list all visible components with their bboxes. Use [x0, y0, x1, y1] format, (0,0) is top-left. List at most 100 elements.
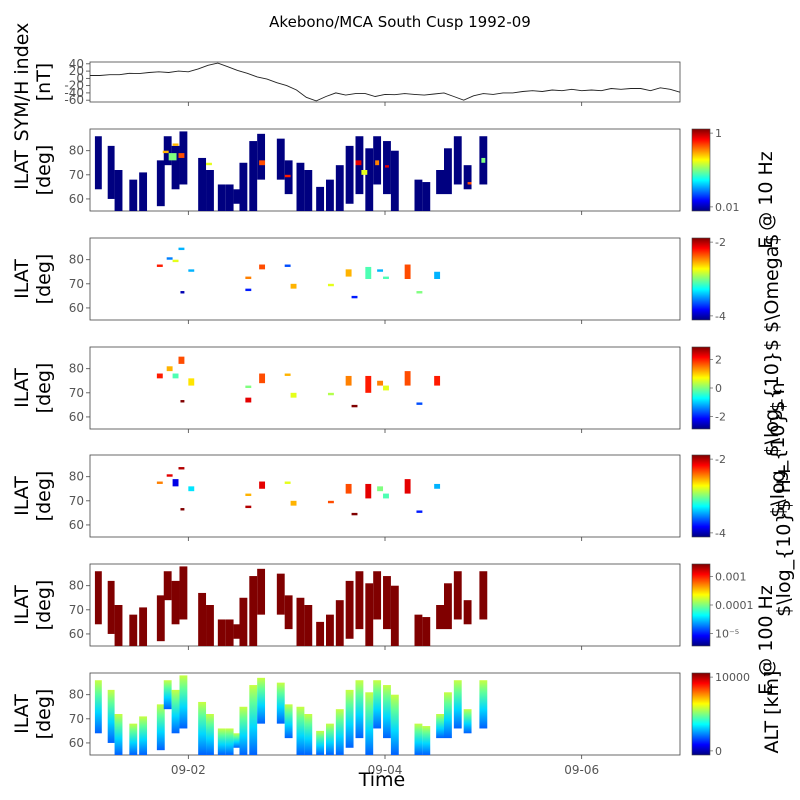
data-bar	[171, 145, 180, 190]
y-axis-label: [deg]	[33, 254, 55, 305]
data-bar	[233, 624, 242, 639]
data-bar	[129, 614, 138, 646]
data-bar	[326, 179, 334, 211]
data-bar	[365, 692, 374, 755]
data-bar	[304, 714, 313, 755]
data-bar	[377, 269, 384, 272]
data-bar	[422, 726, 431, 755]
data-bar	[163, 571, 172, 601]
colorbar-label: E @ 100 Hz	[755, 585, 777, 695]
y-tick-label: 70	[69, 386, 84, 400]
colorbar-tick-label: 1	[715, 127, 722, 140]
data-bar	[345, 483, 352, 494]
data-bar	[383, 493, 389, 499]
y-tick-label: 80	[69, 253, 84, 267]
data-bar	[188, 486, 195, 492]
data-bar	[365, 483, 372, 499]
data-bar	[94, 680, 102, 734]
y-tick-label: 60	[69, 627, 84, 641]
data-bar	[383, 685, 391, 739]
data-bar	[239, 706, 248, 755]
y-tick-label: -40	[64, 86, 84, 100]
y-tick-label: 80	[69, 688, 84, 702]
data-bar	[114, 714, 123, 755]
y-axis-label: [deg]	[33, 580, 55, 631]
data-bar	[296, 597, 305, 646]
data-bar	[296, 706, 305, 755]
data-bar	[180, 508, 185, 511]
y-tick-label: 20	[69, 64, 84, 78]
data-bar	[166, 474, 173, 477]
data-bar	[139, 172, 148, 211]
data-bar	[139, 716, 148, 755]
data-bar	[163, 680, 172, 710]
data-bar	[179, 566, 188, 620]
colorbar-tick-label: -2	[715, 236, 726, 249]
data-bar	[351, 295, 358, 299]
data-bar	[345, 269, 352, 277]
data-bar	[345, 580, 354, 639]
data-bar	[166, 257, 173, 260]
data-bar	[351, 512, 358, 516]
data-bar	[296, 162, 305, 211]
y-tick-label: 60	[69, 736, 84, 750]
data-bar	[284, 264, 291, 267]
y-tick-label: 60	[69, 192, 84, 206]
data-bar	[178, 153, 185, 158]
data-bar	[276, 138, 285, 180]
data-bar	[156, 704, 165, 751]
y-axis-label: ILAT	[11, 368, 33, 408]
data-bar	[416, 291, 423, 294]
data-bar	[156, 160, 165, 207]
data-bar	[377, 380, 384, 386]
y-tick-label: 70	[69, 712, 84, 726]
data-bar	[290, 500, 297, 506]
data-bar	[233, 189, 242, 204]
data-bar	[198, 157, 207, 211]
data-bar	[188, 378, 195, 386]
data-bar	[463, 709, 472, 734]
y-tick-label: 70	[69, 168, 84, 182]
data-bar	[444, 583, 452, 630]
data-bar	[345, 375, 352, 386]
y-tick-label: 60	[69, 410, 84, 424]
symh-line	[90, 62, 680, 102]
y-axis-label: ILAT	[11, 585, 33, 625]
data-bar	[168, 153, 177, 161]
data-bar	[453, 136, 462, 185]
data-bar	[479, 571, 488, 620]
data-bar	[107, 145, 115, 199]
data-bar	[239, 597, 248, 646]
y-tick-label: 40	[69, 57, 84, 71]
data-bar	[414, 723, 423, 755]
data-bar	[257, 568, 266, 615]
data-bar	[129, 723, 138, 755]
data-bar	[178, 356, 185, 364]
y-tick-label: -60	[64, 93, 84, 107]
data-bar	[444, 148, 452, 195]
data-bar	[276, 573, 285, 615]
colorbar	[691, 128, 711, 212]
panel-data	[94, 566, 488, 646]
data-bar	[276, 682, 285, 724]
chart-title: Akebono/MCA South Cusp 1992-09	[269, 13, 531, 31]
data-bar	[327, 500, 334, 504]
data-bar	[284, 373, 291, 376]
y-axis-label: [deg]	[33, 363, 55, 414]
data-bar	[355, 680, 364, 739]
data-bar	[404, 264, 411, 279]
data-bar	[107, 689, 115, 743]
data-bar	[404, 371, 411, 386]
data-bar	[327, 392, 334, 396]
colorbar	[691, 346, 711, 430]
colorbar-label: $\log_{10}$ $\Omega$	[761, 234, 783, 457]
panel-frame	[89, 61, 681, 103]
data-bar	[198, 592, 207, 646]
data-bar	[416, 510, 423, 513]
data-bar	[383, 576, 391, 630]
y-tick-label: 80	[69, 579, 84, 593]
data-bar	[94, 136, 102, 190]
colorbar-tick-label: 0.0001	[715, 599, 754, 612]
colorbar-tick-label: 0	[715, 745, 722, 758]
